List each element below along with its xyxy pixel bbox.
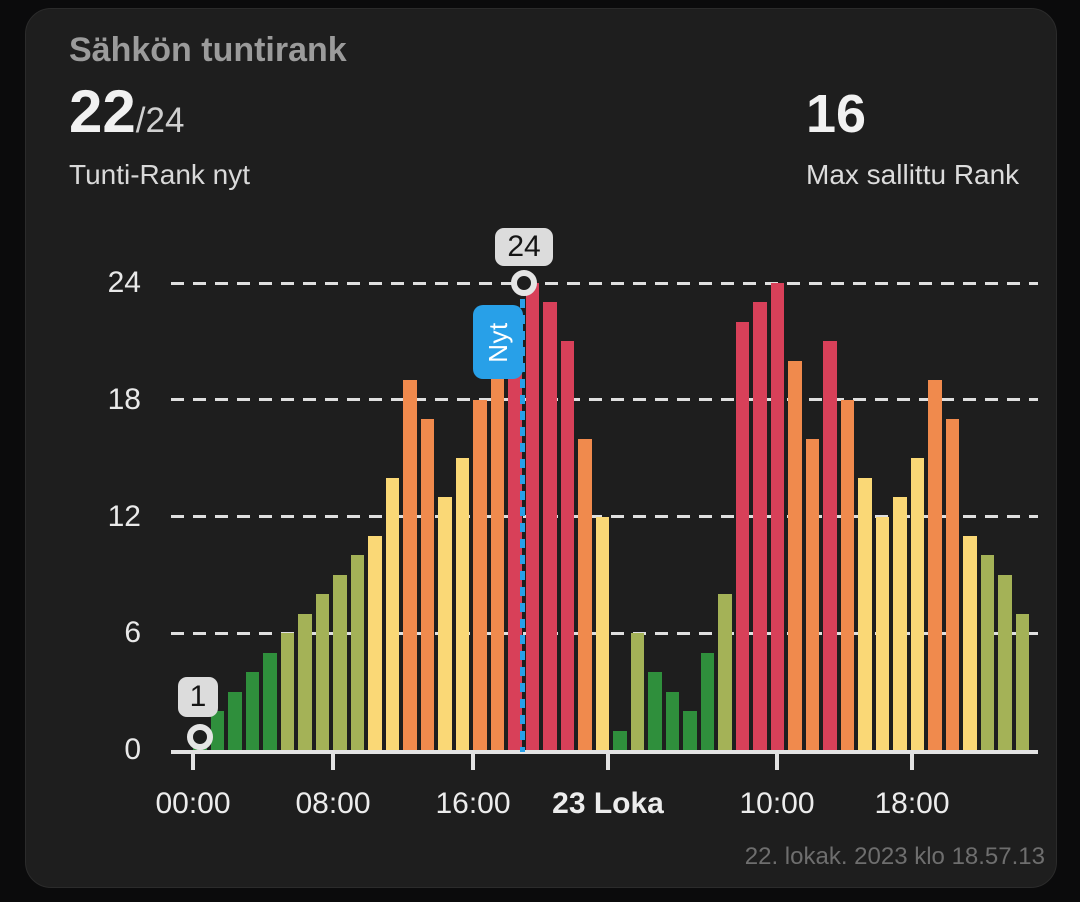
bar-day0-h05[interactable] xyxy=(280,633,294,750)
x-axis-tick-16:00 xyxy=(471,754,475,770)
now-badge: Nyt xyxy=(473,305,523,379)
max-marker-circle xyxy=(510,270,537,296)
now-badge-label: Nyt xyxy=(482,321,513,363)
bar-day0-h02[interactable] xyxy=(228,691,242,750)
bar-day0-h15[interactable] xyxy=(455,458,469,750)
bar-day1-h08[interactable] xyxy=(753,302,767,750)
x-axis-label-16:00: 16:00 xyxy=(435,787,511,820)
bar-day1-h09[interactable] xyxy=(770,283,784,750)
bar-day0-h09[interactable] xyxy=(350,555,364,750)
bar-day0-h19[interactable] xyxy=(525,283,539,750)
bar-day0-h20[interactable] xyxy=(543,302,557,750)
bar-day1-h19[interactable] xyxy=(945,419,959,750)
now-time-line xyxy=(520,283,526,752)
bar-day1-h00[interactable] xyxy=(613,730,627,750)
current-rank-total: /24 xyxy=(135,101,185,140)
x-axis-tick-18:00 xyxy=(910,754,914,770)
last-updated-timestamp: 22. lokak. 2023 klo 18.57.13 xyxy=(744,843,1045,870)
y-axis-label-18: 18 xyxy=(107,382,141,416)
bar-day1-h16[interactable] xyxy=(893,497,907,750)
x-axis-label-18:00: 18:00 xyxy=(874,787,950,820)
x-axis-label-08:00: 08:00 xyxy=(295,787,371,820)
bar-day1-h07[interactable] xyxy=(735,321,749,750)
x-axis-label-23-loka: 23 Loka xyxy=(552,787,664,820)
bar-day0-h04[interactable] xyxy=(263,652,277,750)
bar-day1-h15[interactable] xyxy=(875,516,889,750)
bar-day0-h23[interactable] xyxy=(595,516,609,750)
y-axis-label-12: 12 xyxy=(107,499,141,533)
y-axis-label-24: 24 xyxy=(107,266,141,299)
bar-day0-h16[interactable] xyxy=(473,399,487,750)
x-axis-label-10:00: 10:00 xyxy=(739,787,815,820)
x-axis-tick-10:00 xyxy=(775,754,779,770)
x-axis-label-00:00: 00:00 xyxy=(155,787,231,820)
hourly-rank-card: Sähkön tuntirank 22 /24 Tunti-Rank nyt 1… xyxy=(25,8,1057,888)
bar-day1-h11[interactable] xyxy=(805,438,819,750)
hourly-rank-chart: Nyt 24 1 0 6 12 18 24 00:00 08:00 16:00 23 Loka 1… xyxy=(26,9,1058,889)
max-allowed-value: 16 xyxy=(806,84,867,144)
bar-day1-h22[interactable] xyxy=(998,574,1012,750)
max-allowed-caption: Max sallittu Rank xyxy=(806,159,1020,190)
bar-day1-h23[interactable] xyxy=(1015,613,1029,750)
bar-day0-h13[interactable] xyxy=(420,419,434,750)
bar-day1-h20[interactable] xyxy=(963,535,977,750)
current-rank-stat: 22 /24 xyxy=(69,79,184,145)
gridline-24 xyxy=(171,281,1038,285)
bar-day1-h12[interactable] xyxy=(823,341,837,750)
bar-day0-h06[interactable] xyxy=(298,613,312,750)
bar-day0-h03[interactable] xyxy=(245,672,259,750)
bar-day0-h17[interactable] xyxy=(490,360,504,750)
bar-day0-h22[interactable] xyxy=(578,438,592,750)
bar-day1-h13[interactable] xyxy=(840,399,854,750)
min-value-badge: 1 xyxy=(178,677,218,717)
x-axis-line xyxy=(171,750,1038,754)
bar-day1-h03[interactable] xyxy=(665,691,679,750)
x-axis-tick-23-loka xyxy=(606,754,610,770)
bar-day0-h01[interactable] xyxy=(210,711,224,750)
gridline-18 xyxy=(171,398,1038,402)
bar-day0-h07[interactable] xyxy=(315,594,329,750)
current-rank-caption: Tunti-Rank nyt xyxy=(69,159,251,190)
y-axis-label-6: 6 xyxy=(124,616,141,650)
bar-day1-h06[interactable] xyxy=(718,594,732,750)
bar-day1-h10[interactable] xyxy=(788,360,802,750)
y-axis-label-0: 0 xyxy=(124,733,141,766)
bar-day0-h14[interactable] xyxy=(438,497,452,750)
bar-day1-h05[interactable] xyxy=(700,652,714,750)
current-rank-value: 22 xyxy=(69,78,136,145)
bar-day1-h04[interactable] xyxy=(683,711,697,750)
bar-day0-h08[interactable] xyxy=(333,574,347,750)
card-title: Sähkön tuntirank xyxy=(69,31,347,69)
bar-day1-h02[interactable] xyxy=(648,672,662,750)
bar-day1-h17[interactable] xyxy=(910,458,924,750)
bar-day0-h10[interactable] xyxy=(368,535,382,750)
bar-day0-h12[interactable] xyxy=(403,380,417,750)
max-value-badge: 24 xyxy=(495,228,553,266)
x-axis-tick-00:00 xyxy=(191,754,195,770)
min-marker-circle xyxy=(186,724,213,750)
bar-day1-h18[interactable] xyxy=(928,380,942,750)
bar-day1-h01[interactable] xyxy=(630,633,644,750)
bar-day1-h21[interactable] xyxy=(980,555,994,750)
bar-day1-h14[interactable] xyxy=(858,477,872,750)
x-axis-tick-08:00 xyxy=(331,754,335,770)
bar-day0-h11[interactable] xyxy=(385,477,399,750)
bar-day0-h18[interactable] xyxy=(508,321,522,750)
bar-day0-h21[interactable] xyxy=(560,341,574,750)
